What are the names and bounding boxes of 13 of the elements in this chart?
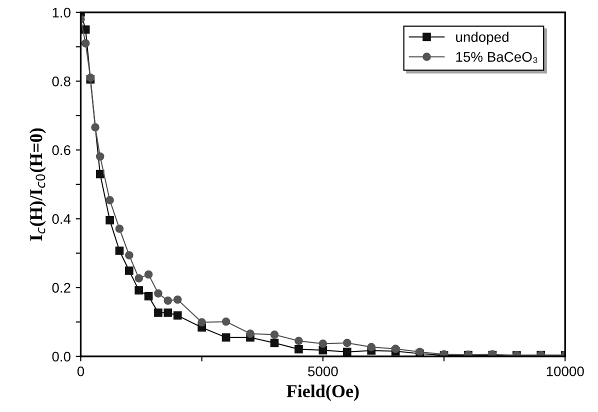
x-tick-label: 0 bbox=[77, 366, 84, 376]
y-axis-title: I$_{c}$(H)/I$_{c0}$(H=0) bbox=[30, 128, 46, 241]
legend-label: undoped bbox=[456, 32, 508, 45]
legend-label: 15% BaCeO₃ bbox=[456, 52, 538, 63]
y-tick-label: 0.8 bbox=[52, 76, 70, 86]
y-tick-label: 0.6 bbox=[52, 145, 70, 156]
y-tick-label: 0.4 bbox=[52, 214, 71, 224]
y-tick-label: 1.0 bbox=[52, 8, 70, 18]
y-tick-label: 0.2 bbox=[52, 282, 70, 293]
x-tick-label: 10000 bbox=[546, 366, 584, 376]
x-axis-title: Field(Oe) bbox=[286, 384, 359, 401]
y-tick-label: 0.0 bbox=[52, 352, 70, 362]
x-tick-label: 5000 bbox=[308, 366, 338, 376]
